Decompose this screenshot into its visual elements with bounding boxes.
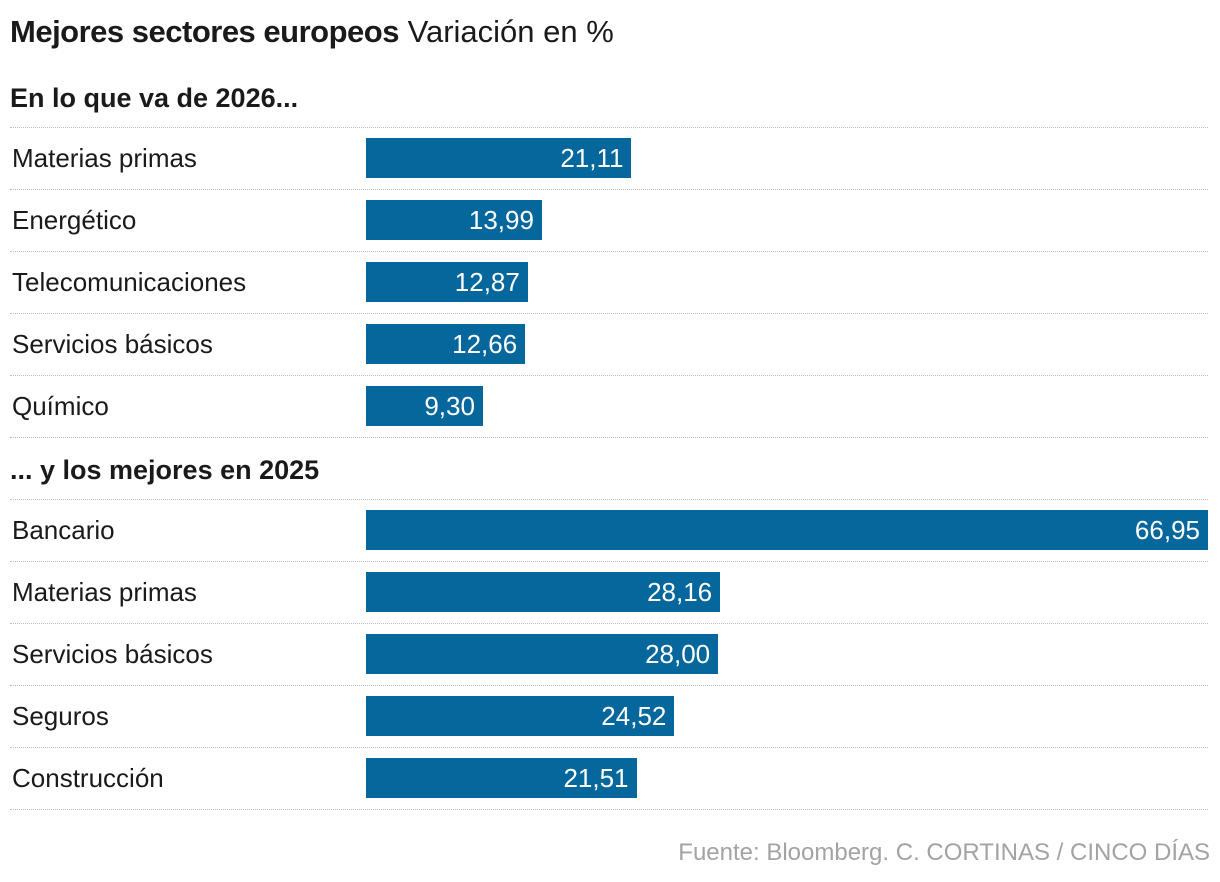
- row-separator: [10, 127, 1208, 128]
- category-label: Materias primas: [12, 577, 197, 607]
- bar: 9,30: [366, 386, 483, 426]
- chart-title: Mejores sectores europeos Variación en %: [10, 12, 614, 52]
- bar-value-label: 21,11: [560, 143, 624, 173]
- category-label: Bancario: [12, 515, 115, 545]
- row-separator: [10, 313, 1208, 314]
- category-label: Químico: [12, 391, 109, 421]
- bar: 12,66: [366, 324, 526, 364]
- source-credit: Fuente: Bloomberg. C. CORTINAS / CINCO D…: [678, 839, 1210, 866]
- category-label: Seguros: [12, 701, 109, 731]
- row-separator: [10, 375, 1208, 376]
- row-separator: [10, 809, 1208, 810]
- chart-title-main: Mejores sectores europeos: [10, 14, 399, 49]
- bar-value-label: 13,99: [468, 205, 534, 235]
- row-separator: [10, 685, 1208, 686]
- bar: 12,87: [366, 262, 528, 302]
- row-separator: [10, 189, 1208, 190]
- bar: 28,00: [366, 634, 719, 674]
- bar-value-label: 28,16: [647, 577, 713, 607]
- bar: 28,16: [366, 572, 721, 612]
- bar-value-label: 66,95: [1134, 515, 1200, 545]
- category-label: Telecomunicaciones: [12, 267, 247, 297]
- row-separator: [10, 251, 1208, 252]
- section-title: En lo que va de 2026...: [10, 83, 299, 113]
- bar: 66,95: [366, 510, 1208, 550]
- bar: 24,52: [366, 696, 675, 736]
- bar-value-label: 28,00: [645, 639, 711, 669]
- section-title: ... y los mejores en 2025: [10, 455, 320, 485]
- category-label: Construcción: [12, 763, 164, 793]
- bar-value-label: 21,51: [563, 763, 629, 793]
- category-label: Energético: [12, 205, 137, 235]
- chart-title-units: Variación en %: [407, 14, 614, 49]
- category-label: Materias primas: [12, 143, 197, 173]
- category-label: Servicios básicos: [12, 639, 213, 669]
- row-separator: [10, 747, 1208, 748]
- bar: 21,11: [366, 138, 632, 178]
- bar-value-label: 12,66: [452, 329, 518, 359]
- bar: 21,51: [366, 758, 637, 798]
- row-separator: [10, 561, 1208, 562]
- row-separator: [10, 499, 1208, 500]
- bar-value-label: 9,30: [424, 391, 475, 421]
- bar-value-label: 12,87: [454, 267, 520, 297]
- category-label: Servicios básicos: [12, 329, 213, 359]
- bar: 13,99: [366, 200, 542, 240]
- bar-value-label: 24,52: [601, 701, 667, 731]
- row-separator: [10, 623, 1208, 624]
- row-separator: [10, 437, 1208, 438]
